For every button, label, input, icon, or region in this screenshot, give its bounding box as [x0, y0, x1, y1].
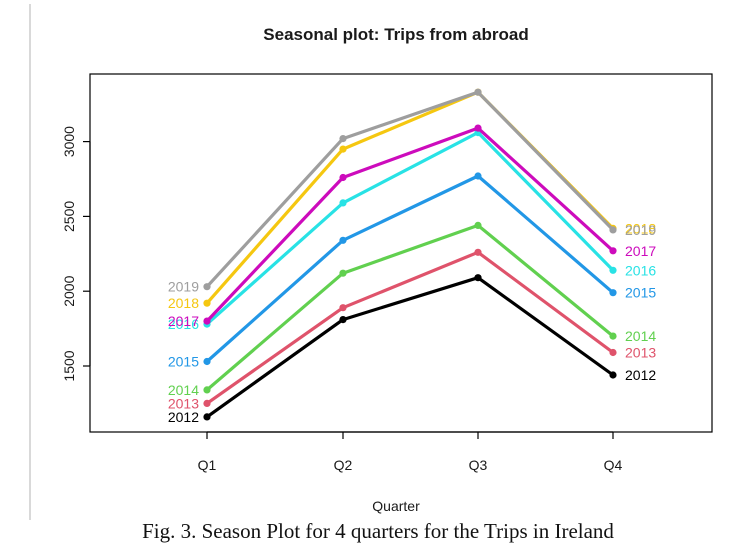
point-2019-Q1 [203, 283, 211, 291]
point-2012-Q1 [203, 413, 211, 421]
season-label-left-2015: 2015 [168, 354, 199, 370]
season-label-right-2019: 2019 [625, 222, 656, 238]
series-line-2019 [205, 90, 615, 288]
point-2014-Q2 [339, 269, 347, 277]
season-labels: 2012201220132013201420142015201520162016… [168, 220, 657, 425]
point-2012-Q2 [339, 316, 347, 324]
point-2015-Q4 [609, 289, 617, 297]
season-label-right-2016: 2016 [625, 262, 656, 278]
point-2019-Q2 [339, 135, 347, 143]
point-2013-Q3 [474, 248, 482, 256]
point-2018-Q1 [203, 299, 211, 307]
series-line-2014 [205, 223, 615, 392]
point-2015-Q1 [203, 357, 211, 366]
point-2019-Q4 [609, 226, 617, 234]
season-label-left-2019: 2019 [168, 279, 199, 295]
series-line-2016 [205, 131, 615, 326]
point-2014-Q4 [609, 332, 617, 340]
point-2015-Q3 [474, 172, 482, 180]
season-label-left-2017: 2017 [168, 313, 199, 329]
season-label-left-2016: 2016 [168, 316, 199, 332]
point-2017-Q1 [203, 317, 211, 325]
season-label-right-2018: 2018 [625, 220, 656, 236]
point-2012-Q4 [609, 371, 617, 379]
season-label-left-2014: 2014 [168, 382, 199, 398]
series-line-2015 [205, 174, 615, 363]
season-label-right-2012: 2012 [625, 367, 656, 383]
point-2017-Q4 [609, 247, 617, 255]
point-2016-Q2 [339, 199, 347, 207]
x-tick-label-Q2: Q2 [334, 457, 353, 473]
point-2016-Q4 [609, 266, 617, 274]
season-label-right-2015: 2015 [625, 285, 656, 301]
point-2012-Q3 [474, 274, 482, 282]
x-tick-label-Q1: Q1 [198, 457, 217, 473]
point-2018-Q2 [339, 145, 347, 153]
y-tick-label-1500: 1500 [61, 350, 77, 381]
series-line-2017 [205, 126, 615, 323]
series-line-2013 [206, 250, 614, 405]
axes: Q1 Q2 Q3 Q4 1500 2000 2500 3000 [61, 126, 623, 473]
point-2013-Q4 [609, 348, 617, 357]
point-2019-Q3 [474, 88, 482, 96]
point-2013-Q1 [203, 399, 211, 407]
point-2017-Q2 [339, 173, 347, 182]
point-2017-Q3 [474, 124, 482, 132]
point-2014-Q3 [474, 221, 482, 229]
season-label-right-2017: 2017 [625, 243, 656, 259]
seasonal-plot: Seasonal plot: Trips from abroad Q1 Q2 Q3 Q… [61, 25, 713, 514]
y-tick-label-2000: 2000 [61, 275, 77, 306]
figure-caption: Fig. 3. Season Plot for 4 quarters for t… [142, 519, 614, 543]
season-label-left-2012: 2012 [168, 409, 199, 425]
point-2014-Q1 [203, 386, 211, 394]
season-label-right-2014: 2014 [625, 328, 656, 344]
point-2013-Q2 [339, 304, 347, 312]
point-2015-Q2 [339, 236, 347, 244]
season-label-right-2013: 2013 [625, 345, 656, 361]
y-tick-label-2500: 2500 [61, 201, 77, 232]
page-margin-rule [29, 4, 31, 520]
y-tick-label-3000: 3000 [61, 126, 77, 157]
series-lines [203, 88, 617, 421]
x-tick-label-Q4: Q4 [604, 457, 623, 473]
season-label-left-2018: 2018 [168, 295, 199, 311]
x-tick-label-Q3: Q3 [469, 457, 488, 473]
series-line-2012 [206, 276, 614, 419]
x-axis-label: Quarter [372, 498, 420, 514]
chart-title: Seasonal plot: Trips from abroad [263, 25, 528, 44]
season-label-left-2013: 2013 [168, 395, 199, 411]
